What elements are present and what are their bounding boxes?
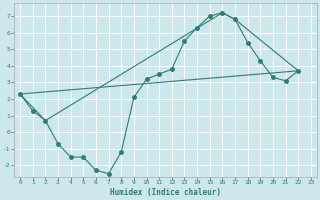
X-axis label: Humidex (Indice chaleur): Humidex (Indice chaleur) [110,188,221,197]
